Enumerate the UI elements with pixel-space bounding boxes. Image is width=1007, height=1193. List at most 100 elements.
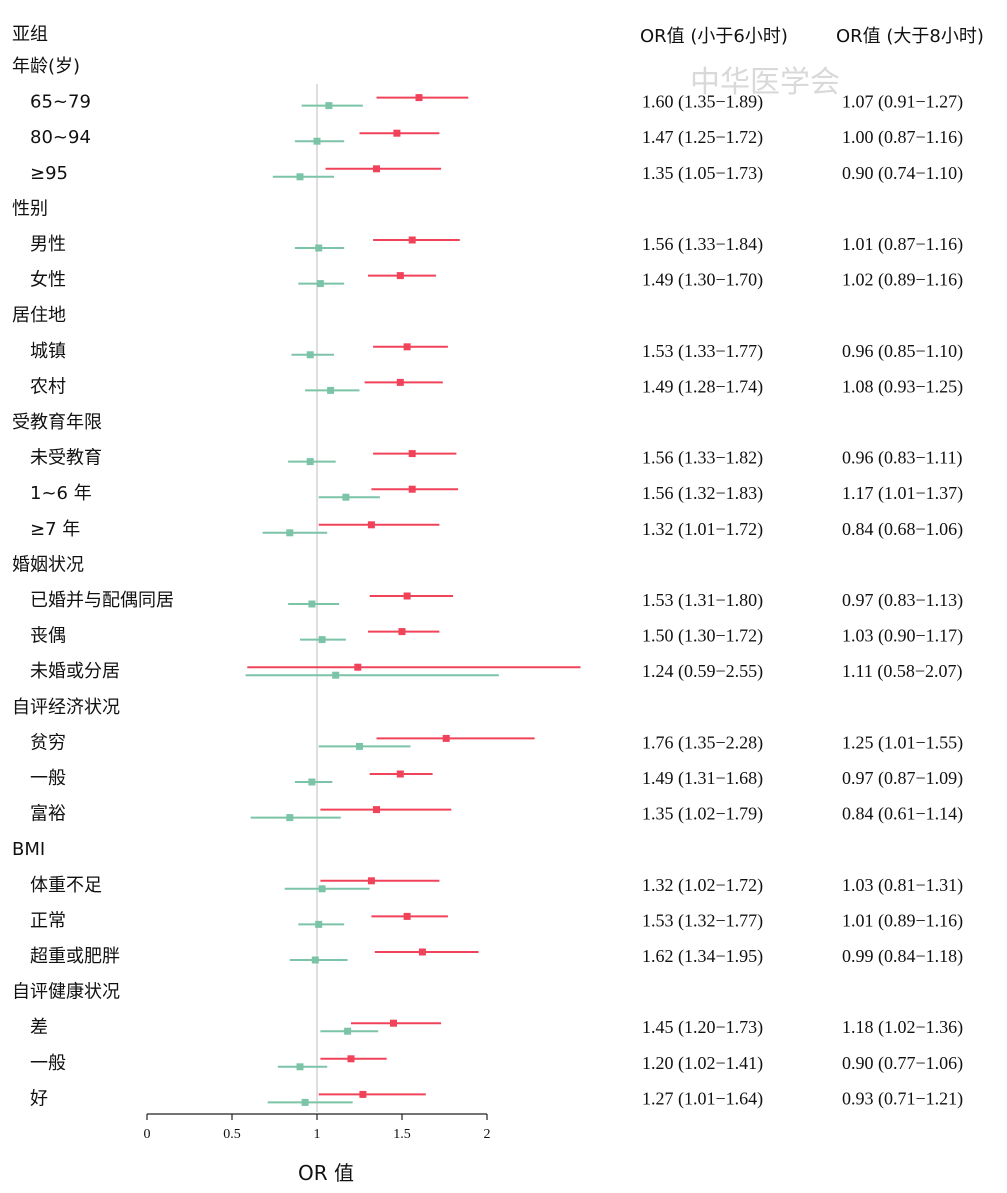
ci-lt6-point xyxy=(367,877,375,885)
header-subgroup: 亚组 xyxy=(12,24,48,45)
x-axis-title: OR 值 xyxy=(298,1161,354,1185)
or-gt8-text: 0.96 (0.85−1.10) xyxy=(842,341,963,362)
watermark: 中华医学会 xyxy=(690,65,840,100)
or-gt8-text: 0.93 (0.71−1.21) xyxy=(842,1088,963,1109)
ci-lt6-point xyxy=(393,129,401,137)
or-gt8-text: 1.08 (0.93−1.25) xyxy=(842,376,963,397)
or-lt6-text: 1.49 (1.30−1.70) xyxy=(642,270,763,291)
or-lt6-text: 1.53 (1.32−1.77) xyxy=(642,910,763,931)
group-label: 居住地 xyxy=(12,305,66,326)
or-lt6-text: 1.49 (1.31−1.68) xyxy=(642,768,763,789)
or-gt8-text: 1.01 (0.89−1.16) xyxy=(842,910,963,931)
ci-lt6-point xyxy=(403,592,411,600)
row-label: 超重或肥胖 xyxy=(30,946,120,967)
ci-lt6-point xyxy=(396,272,404,280)
or-gt8-text: 0.84 (0.61−1.14) xyxy=(842,804,963,825)
x-tick-label: 2 xyxy=(484,1127,491,1142)
ci-lt6-point xyxy=(390,1019,397,1027)
row-label: 一般 xyxy=(30,768,66,789)
ci-gt8-point xyxy=(342,493,350,501)
or-lt6-text: 1.45 (1.20−1.73) xyxy=(642,1017,763,1038)
or-lt6-text: 1.47 (1.25−1.72) xyxy=(642,127,763,148)
ci-gt8-point xyxy=(306,458,314,466)
group-label: 婚姻状况 xyxy=(12,554,84,575)
ci-gt8-point xyxy=(327,386,335,394)
ci-gt8-point xyxy=(296,1063,304,1071)
or-gt8-text: 0.90 (0.74−1.10) xyxy=(842,163,963,184)
ci-lt6-point xyxy=(359,1090,367,1098)
row-label: 体重不足 xyxy=(30,875,102,896)
row-label: 贫穷 xyxy=(30,732,66,753)
ci-lt6-point xyxy=(347,1055,355,1063)
or-gt8-text: 1.03 (0.81−1.31) xyxy=(842,875,963,896)
row-label: 1~6 年 xyxy=(30,483,92,504)
ci-lt6-point xyxy=(408,450,416,458)
or-lt6-text: 1.53 (1.33−1.77) xyxy=(642,341,763,362)
ci-lt6-point xyxy=(398,628,406,636)
or-gt8-text: 0.84 (0.68−1.06) xyxy=(842,519,963,540)
row-label: 富裕 xyxy=(30,804,66,825)
or-gt8-text: 1.01 (0.87−1.16) xyxy=(842,234,963,255)
ci-gt8-point xyxy=(308,600,316,608)
ci-lt6-point xyxy=(403,343,411,351)
row-label: ≥95 xyxy=(30,163,68,184)
or-lt6-text: 1.20 (1.02−1.41) xyxy=(642,1053,763,1074)
or-gt8-text: 1.00 (0.87−1.16) xyxy=(842,127,963,148)
ci-gt8-point xyxy=(301,1098,309,1106)
ci-gt8-point xyxy=(316,280,324,288)
or-gt8-text: 1.25 (1.01−1.55) xyxy=(842,732,963,753)
x-tick-label: 1.5 xyxy=(393,1127,411,1142)
ci-gt8-point xyxy=(332,671,340,679)
row-label: 已婚并与配偶同居 xyxy=(30,590,174,611)
ci-lt6-point xyxy=(403,912,411,920)
ci-gt8-point xyxy=(308,778,316,786)
x-tick-label: 0.5 xyxy=(223,1127,241,1142)
ci-lt6-point xyxy=(418,948,426,956)
or-gt8-text: 1.18 (1.02−1.36) xyxy=(842,1017,963,1038)
ci-lt6-point xyxy=(367,521,375,529)
group-label: 自评健康状况 xyxy=(12,982,120,1003)
row-label: 正常 xyxy=(30,910,66,931)
row-label: 65~79 xyxy=(30,92,91,113)
or-gt8-text: 0.97 (0.87−1.09) xyxy=(842,768,963,789)
or-lt6-text: 1.24 (0.59−2.55) xyxy=(642,661,763,682)
row-label: 城镇 xyxy=(30,341,66,362)
or-gt8-text: 1.07 (0.91−1.27) xyxy=(842,92,963,113)
x-tick-label: 0 xyxy=(144,1127,151,1142)
or-gt8-text: 1.11 (0.58−2.07) xyxy=(842,661,962,682)
or-gt8-text: 0.96 (0.83−1.11) xyxy=(842,448,962,469)
or-lt6-text: 1.56 (1.32−1.83) xyxy=(642,483,763,504)
ci-gt8-point xyxy=(325,102,333,110)
group-label: 性别 xyxy=(12,198,48,219)
or-lt6-text: 1.27 (1.01−1.64) xyxy=(642,1088,763,1109)
ci-lt6-point xyxy=(408,236,416,244)
row-label: 丧偶 xyxy=(30,626,66,647)
ci-lt6-point xyxy=(396,770,404,778)
header-or-gt8: OR值 (大于8小时) xyxy=(836,26,984,47)
group-label: BMI xyxy=(12,839,45,860)
or-gt8-text: 0.99 (0.84−1.18) xyxy=(842,946,963,967)
x-tick-label: 1 xyxy=(314,1127,321,1142)
row-label: 男性 xyxy=(30,234,66,255)
ci-gt8-point xyxy=(318,636,326,644)
x-axis: 0 0.5 1 1.5 2 xyxy=(144,1113,491,1142)
ci-gt8-point xyxy=(356,742,363,750)
row-label: 农村 xyxy=(30,376,66,397)
ci-lt6-point xyxy=(396,378,404,386)
or-lt6-text: 1.32 (1.02−1.72) xyxy=(642,875,763,896)
or-lt6-text: 1.50 (1.30−1.72) xyxy=(642,626,763,647)
row-label: 好 xyxy=(30,1088,48,1109)
header-or-lt6: OR值 (小于6小时) xyxy=(640,26,788,47)
or-lt6-text: 1.32 (1.01−1.72) xyxy=(642,519,763,540)
row-label: 一般 xyxy=(30,1053,66,1074)
row-label: 差 xyxy=(30,1017,48,1038)
group-label: 自评经济状况 xyxy=(12,697,120,718)
ci-gt8-point xyxy=(286,529,294,537)
or-lt6-text: 1.62 (1.34−1.95) xyxy=(642,946,763,967)
ci-lt6-point xyxy=(373,165,380,173)
forest-rows: 年龄(岁) 65~79 1.60 (1.35−1.89) 1.07 (0.91−1.2… xyxy=(12,56,963,1112)
ci-gt8-point xyxy=(313,137,321,145)
ci-lt6-point xyxy=(415,94,423,102)
or-lt6-text: 1.35 (1.02−1.79) xyxy=(642,804,763,825)
